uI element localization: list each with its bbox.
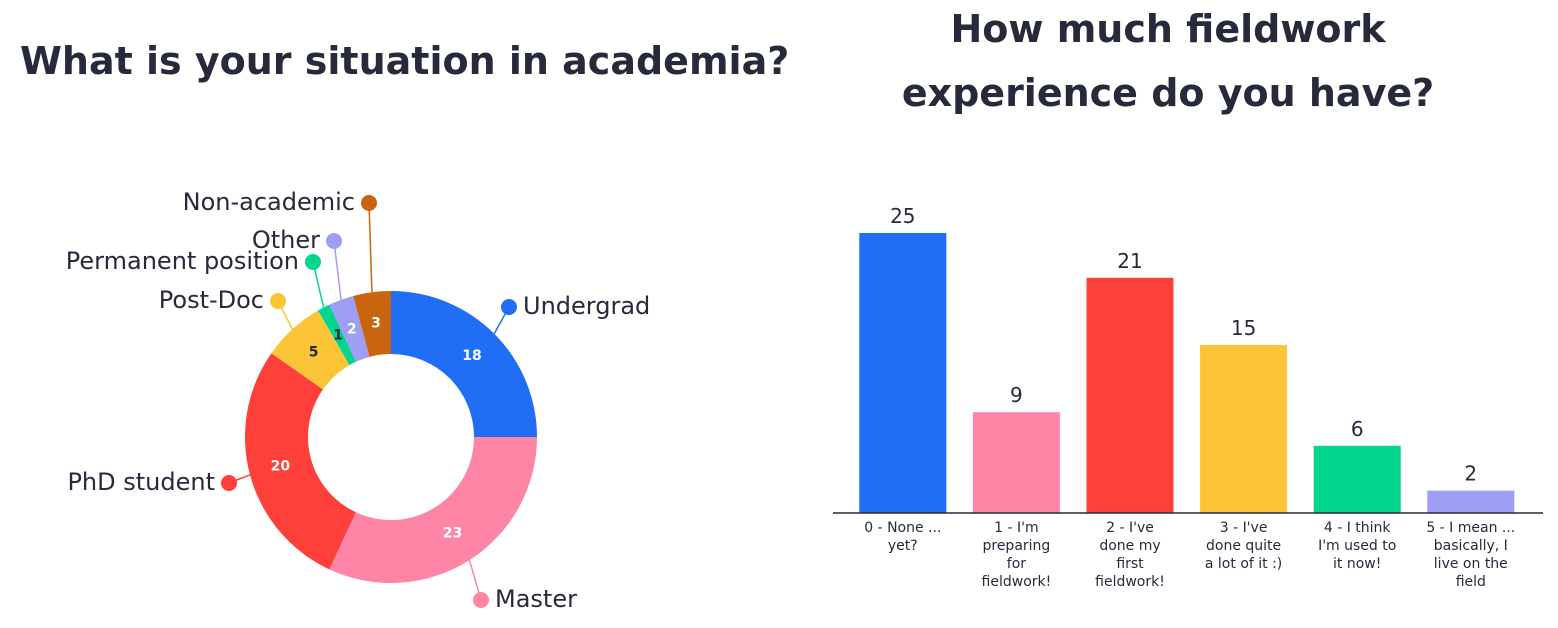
x-tick-label: 1 - I'm preparing for fieldwork! (982, 520, 1052, 590)
slice-label: Other (252, 226, 320, 254)
bar-value: 9 (1010, 383, 1023, 407)
donut-slice (391, 291, 537, 437)
bar (1086, 277, 1174, 513)
bar-value: 15 (1231, 316, 1256, 340)
slice-label: Non-academic (183, 188, 355, 216)
bar-value: 21 (1117, 249, 1142, 273)
legend-dot (326, 233, 342, 249)
legend-dot (501, 299, 517, 315)
bar (1427, 490, 1515, 513)
slice-label: Post-Doc (159, 286, 264, 314)
donut-slice (245, 353, 356, 570)
bar-value: 6 (1351, 417, 1364, 441)
x-tick-label: 4 - I think I'm used to it now! (1318, 520, 1396, 572)
legend-dot (473, 592, 489, 608)
leader-line (333, 240, 342, 300)
slice-value: 18 (462, 348, 481, 364)
bar-value: 25 (890, 204, 915, 228)
slice-value: 1 (333, 327, 343, 343)
slice-label: Undergrad (523, 292, 650, 320)
bar-value: 2 (1464, 462, 1477, 486)
donut-slice (353, 291, 391, 357)
bar (1313, 445, 1401, 513)
slice-value: 23 (443, 526, 462, 542)
slice-value: 20 (271, 459, 291, 475)
x-tick-label: 3 - I've done quite a lot of it :) (1205, 520, 1282, 572)
donut-slice (271, 310, 350, 390)
x-tick-label: 2 - I've done my first fieldwork! (1095, 520, 1165, 590)
chart-title: How much fieldwork experience do you have… (902, 7, 1434, 115)
donut-slice (329, 437, 537, 583)
bar (859, 233, 947, 513)
x-tick-label: 0 - None ... yet? (864, 520, 941, 554)
donut-slice (329, 295, 370, 362)
legend-dot (270, 293, 286, 309)
legend-dot (361, 195, 377, 211)
slice-label: Master (495, 585, 577, 613)
legend-dot (305, 254, 321, 270)
leader-line (368, 202, 373, 293)
slice-value: 2 (347, 321, 357, 337)
donut-slice (318, 304, 356, 366)
bar (1200, 345, 1288, 513)
chart-title: What is your situation in academia? (20, 39, 789, 83)
legend-dot (221, 475, 237, 491)
slice-label: PhD student (67, 468, 215, 496)
slice-label: Permanent position (66, 247, 299, 275)
slice-value: 3 (371, 315, 381, 331)
bar (972, 412, 1060, 513)
slice-value: 5 (309, 345, 319, 361)
